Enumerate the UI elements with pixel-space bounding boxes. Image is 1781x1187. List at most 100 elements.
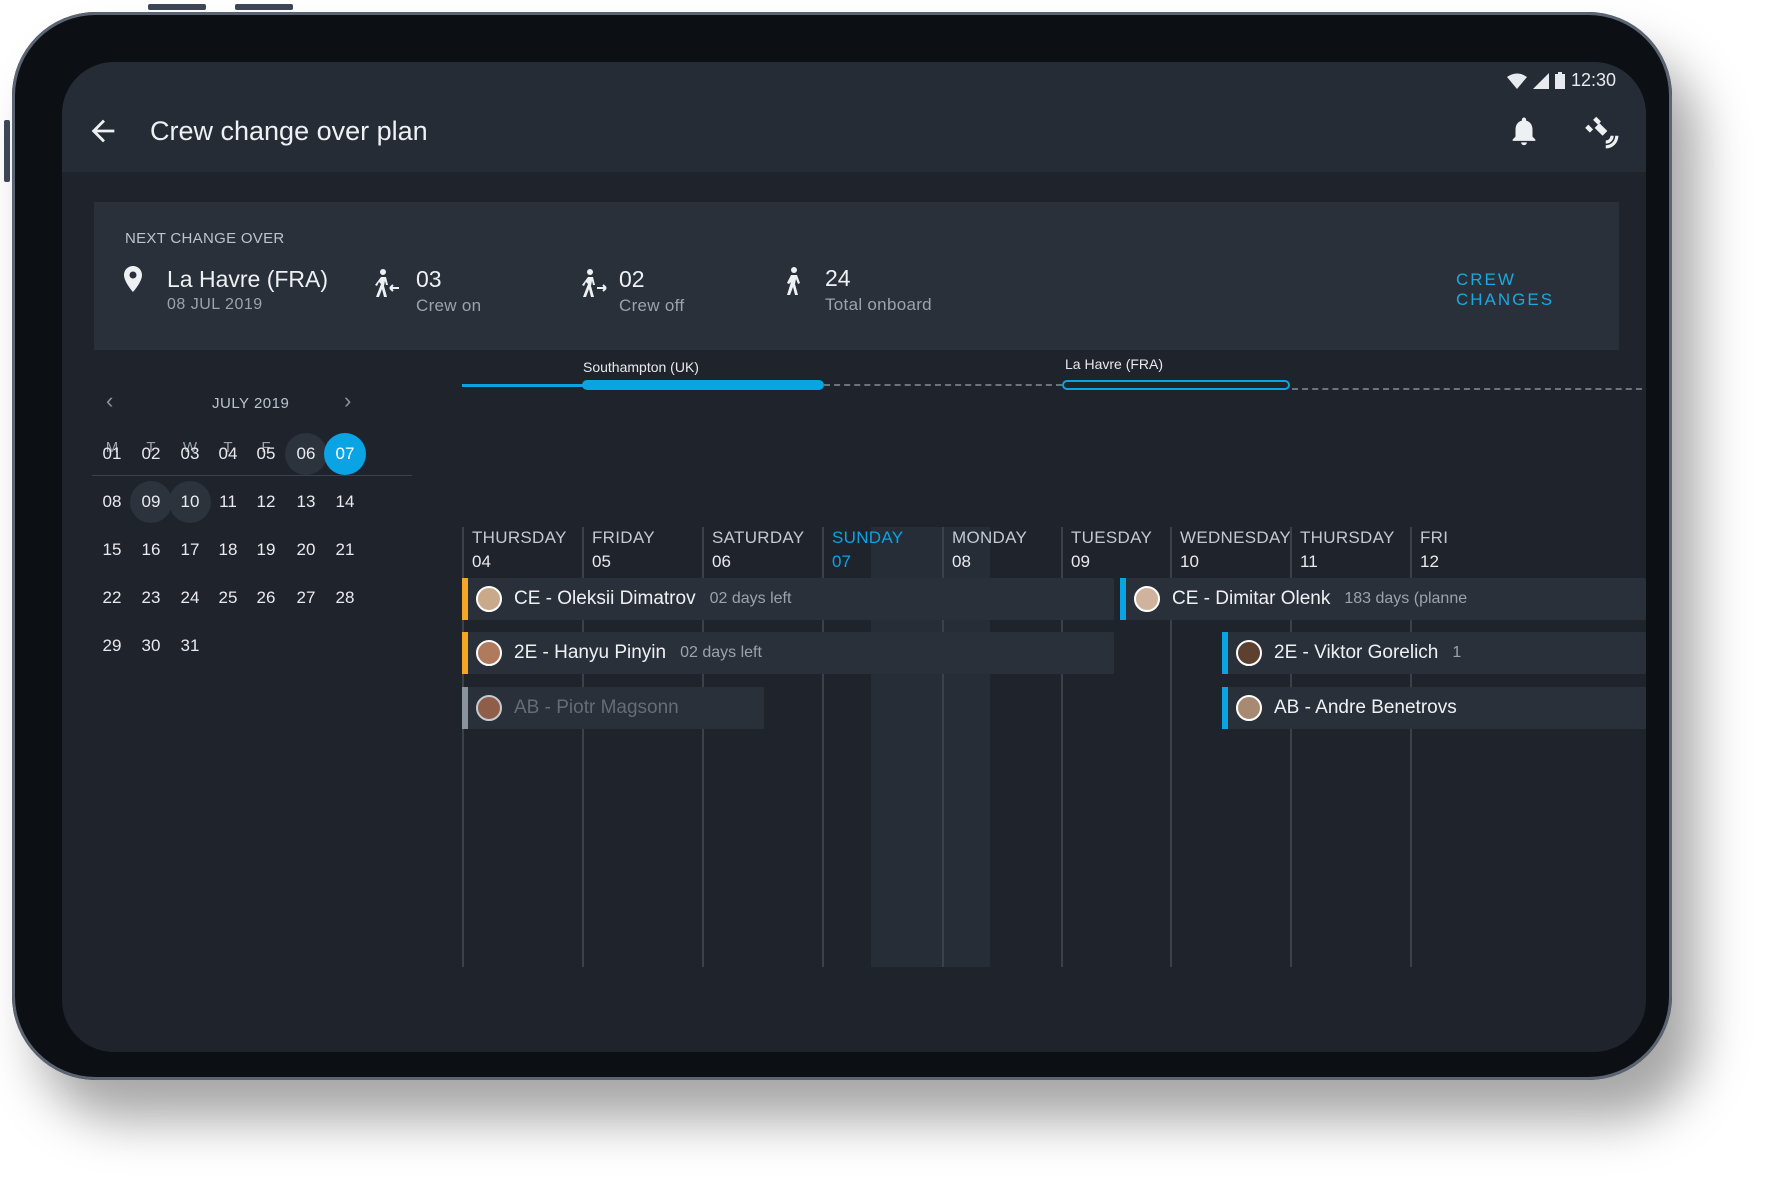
- calendar-day[interactable]: 09: [130, 481, 172, 523]
- crew-bar[interactable]: CE - Oleksii Dimatrov 02 days left: [462, 578, 1114, 620]
- calendar-day[interactable]: 31: [180, 636, 200, 655]
- crew-bar[interactable]: 2E - Viktor Gorelich 1: [1222, 632, 1646, 674]
- timeline-day-name: WEDNESDAY: [1180, 528, 1292, 547]
- calendar-day[interactable]: 25: [218, 588, 238, 607]
- battery-icon: [1554, 72, 1565, 89]
- timeline-day-number: 09: [1071, 552, 1090, 571]
- satellite-icon[interactable]: [1582, 112, 1620, 150]
- calendar-day[interactable]: 06: [285, 433, 327, 475]
- timeline-day-number: 04: [472, 552, 491, 571]
- status-time: 12:30: [1570, 70, 1616, 90]
- next-location-name: La Havre (FRA): [167, 266, 329, 292]
- calendar-day[interactable]: 24: [180, 588, 200, 607]
- calendar-day[interactable]: 02: [141, 444, 161, 463]
- timeline-day-number: 10: [1180, 552, 1199, 571]
- crew-bar-status-stripe: [462, 687, 468, 729]
- calendar-day[interactable]: 15: [102, 540, 122, 559]
- calendar-day[interactable]: 14: [335, 492, 355, 511]
- tablet-frame: 12:30 Crew change over plan NEXT CHANGE …: [4, 4, 1672, 1080]
- crew-on-label: Crew on: [416, 296, 482, 315]
- calendar-day[interactable]: 27: [296, 588, 316, 607]
- crew-member-name: CE - Oleksii Dimatrov: [514, 588, 696, 609]
- avatar: [1236, 640, 1262, 666]
- timeline-day-name: SATURDAY: [712, 528, 805, 547]
- tablet-button-side: [4, 120, 10, 182]
- avatar: [1134, 586, 1160, 612]
- calendar-day[interactable]: 13: [296, 492, 316, 511]
- location-pin-icon: [124, 266, 142, 292]
- bell-icon[interactable]: [1507, 112, 1541, 150]
- timeline-day-name: FRI: [1420, 528, 1449, 547]
- calendar-day[interactable]: 16: [141, 540, 161, 559]
- calendar-day[interactable]: 03: [180, 444, 200, 463]
- avatar: [476, 695, 502, 721]
- calendar-day[interactable]: 11: [219, 492, 237, 511]
- signal-icon: [1532, 72, 1549, 89]
- chevron-right-icon[interactable]: ›: [344, 388, 352, 413]
- timeline-column-divider: [942, 527, 944, 967]
- crew-bar[interactable]: AB - Piotr Magsonn: [462, 687, 764, 729]
- calendar-day[interactable]: 21: [335, 540, 355, 559]
- calendar-divider: [92, 475, 412, 476]
- wifi-icon: [1506, 73, 1527, 89]
- next-change-over-card: NEXT CHANGE OVER La Havre (FRA) 08 JUL 2…: [94, 202, 1619, 350]
- calendar-day[interactable]: 10: [169, 481, 211, 523]
- chevron-left-icon[interactable]: ‹: [106, 388, 114, 413]
- crew-changes-button[interactable]: CREW CHANGES: [1456, 270, 1555, 309]
- app-bar: 12:30 Crew change over plan: [62, 62, 1646, 172]
- timeline-column-divider: [1170, 527, 1172, 967]
- back-arrow-icon[interactable]: [86, 114, 120, 148]
- timeline-day-name: FRIDAY: [592, 528, 655, 547]
- next-change-over-label: NEXT CHANGE OVER: [125, 230, 285, 247]
- timeline-day-name: THURSDAY: [1300, 528, 1395, 547]
- calendar-day[interactable]: 05: [256, 444, 276, 463]
- port-label-la-havre: La Havre (FRA): [1065, 356, 1164, 372]
- crew-member-name: 2E - Hanyu Pinyin: [514, 642, 667, 663]
- crew-days-left: 02 days left: [709, 590, 792, 607]
- timeline-column-divider: [702, 527, 704, 967]
- crew-bar[interactable]: AB - Andre Benetrovs: [1222, 687, 1646, 729]
- person-walk-icon: [787, 267, 800, 295]
- crew-bar-status-stripe: [1222, 632, 1228, 674]
- timeline-column-divider: [1061, 527, 1063, 967]
- crew-off-value: 02: [619, 266, 645, 292]
- calendar-day[interactable]: 26: [256, 588, 276, 607]
- route-segment-la-havre: [1062, 380, 1290, 390]
- timeline-day-name: MONDAY: [952, 528, 1028, 547]
- calendar-day[interactable]: 30: [141, 636, 161, 655]
- status-bar: 12:30: [1506, 70, 1616, 91]
- weekday-label: M: [105, 439, 119, 456]
- calendar-day[interactable]: 20: [296, 540, 316, 559]
- crew-bar-status-stripe: [1222, 687, 1228, 729]
- timeline-column-divider: [822, 527, 824, 967]
- calendar-day[interactable]: 23: [141, 588, 161, 607]
- calendar-day[interactable]: 04: [218, 444, 238, 463]
- crew-off-label: Crew off: [619, 296, 685, 315]
- crew-bar[interactable]: CE - Dimitar Olenk 183 days (planne: [1120, 578, 1646, 620]
- timeline-day-number: 07: [832, 552, 851, 571]
- next-location-date: 08 JUL 2019: [167, 296, 263, 313]
- calendar-day[interactable]: 12: [256, 492, 276, 511]
- app-screen: 12:30 Crew change over plan NEXT CHANGE …: [62, 62, 1646, 1052]
- crew-days-left: 183 days (planne: [1344, 590, 1468, 607]
- tablet-button-top-2: [235, 4, 293, 10]
- calendar-day[interactable]: 07: [324, 433, 366, 475]
- calendar-day[interactable]: 19: [256, 540, 276, 559]
- person-board-icon: [375, 269, 399, 297]
- timeline-day-number: 05: [592, 552, 611, 571]
- calendar-day[interactable]: 08: [102, 492, 122, 511]
- crew-bar-status-stripe: [1120, 578, 1126, 620]
- calendar-day[interactable]: 22: [102, 588, 122, 607]
- crew-bar[interactable]: 2E - Hanyu Pinyin 02 days left: [462, 632, 1114, 674]
- timeline-column-divider: [1410, 527, 1412, 967]
- calendar-day[interactable]: 01: [102, 444, 122, 463]
- timeline-day-name: TUESDAY: [1071, 528, 1153, 547]
- calendar-day[interactable]: 17: [180, 540, 200, 559]
- timeline-day-name: THURSDAY: [472, 528, 567, 547]
- calendar-day[interactable]: 28: [335, 588, 355, 607]
- crew-member-name: AB - Andre Benetrovs: [1274, 697, 1457, 718]
- calendar-day[interactable]: 18: [218, 540, 238, 559]
- calendar-day[interactable]: 29: [102, 636, 122, 655]
- crew-member-name: CE - Dimitar Olenk: [1172, 588, 1331, 609]
- route-line-past: [462, 384, 584, 387]
